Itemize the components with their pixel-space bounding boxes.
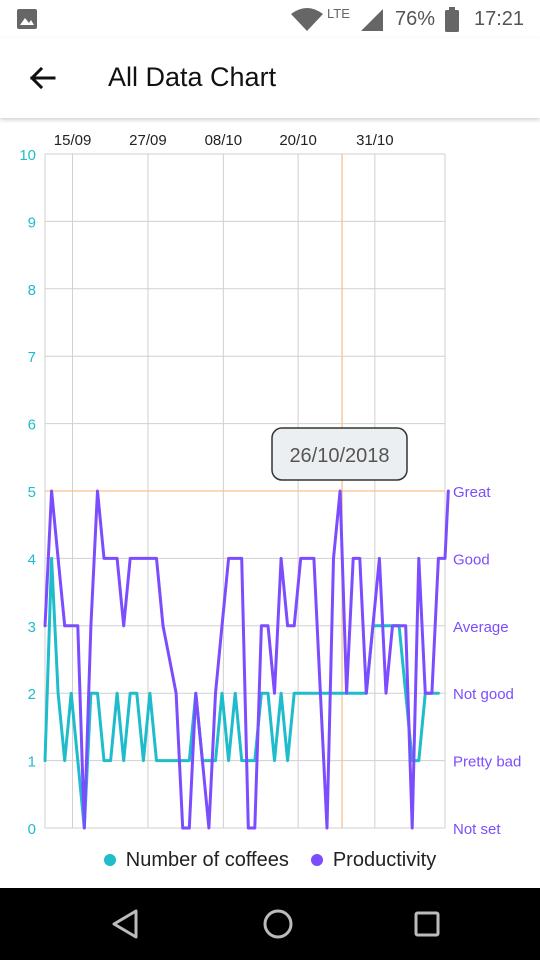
chart-series — [43, 489, 450, 830]
navigation-bar — [0, 888, 540, 960]
series-line-productivity — [43, 489, 450, 830]
right-axis-tick-label: Good — [453, 551, 490, 568]
left-axis-tick-label: 2 — [28, 686, 36, 703]
back-triangle-icon[interactable] — [108, 906, 144, 942]
legend-marker-productivity — [310, 854, 323, 866]
legend-marker-coffees — [103, 854, 116, 866]
wifi-icon — [291, 8, 323, 31]
chart-legend: Number of coffees Productivity — [0, 840, 540, 880]
legend-label-coffees: Number of coffees — [125, 848, 289, 871]
battery-icon — [445, 7, 459, 32]
line-chart[interactable]: 0 1 2 3 4 5 6 7 8 9 10 15/09 27/09 08/10 20/10 31/10 Not… — [0, 120, 540, 850]
recents-square-icon[interactable] — [409, 906, 445, 942]
app-bar: All Data Chart — [0, 38, 540, 118]
battery-percent: 76% — [395, 8, 436, 30]
right-axis-tick-label: Great — [453, 484, 491, 501]
legend-item-productivity: Productivity — [310, 848, 437, 872]
network-type-label: LTE — [327, 6, 350, 21]
left-axis-tick-label: 8 — [28, 282, 36, 299]
signal-icon — [361, 9, 383, 31]
back-button[interactable] — [18, 56, 66, 100]
x-axis-tick-label: 15/09 — [54, 132, 92, 149]
page-title: All Data Chart — [108, 62, 277, 92]
right-axis-tick-label: Not set — [453, 821, 501, 838]
tooltip-date: 26/10/2018 — [289, 445, 389, 467]
left-axis-tick-label: 0 — [28, 821, 36, 838]
chart-area[interactable]: 0 1 2 3 4 5 6 7 8 9 10 15/09 27/09 08/10 20/10 31/10 Not… — [0, 120, 540, 890]
left-axis-tick-label: 9 — [28, 214, 36, 231]
left-axis-tick-label: 5 — [28, 484, 36, 501]
status-clock: 17:21 — [474, 8, 525, 30]
right-axis-tick-label: Pretty bad — [453, 754, 521, 771]
highlight-crosshair — [45, 154, 445, 828]
date-tooltip: 26/10/2018 — [271, 427, 408, 481]
left-axis-tick-label: 10 — [19, 147, 36, 164]
home-circle-icon[interactable] — [260, 906, 296, 942]
tooltip-box — [271, 427, 408, 481]
x-axis-tick-label: 31/10 — [356, 132, 394, 149]
x-axis-tick-label: 27/09 — [129, 132, 167, 149]
status-bar: LTE 76% 17:21 — [0, 0, 540, 38]
x-axis-tick-label: 08/10 — [205, 132, 243, 149]
arrow-left-icon — [29, 66, 56, 90]
right-axis-tick-label: Not good — [453, 686, 514, 703]
axis-labels: 0 1 2 3 4 5 6 7 8 9 10 15/09 27/09 08/10 20/10 31/10 Not… — [19, 132, 521, 838]
left-axis-tick-label: 1 — [28, 754, 36, 771]
x-axis-tick-label: 20/10 — [279, 132, 317, 149]
legend-item-coffees: Number of coffees — [103, 848, 289, 872]
left-axis-tick-label: 6 — [28, 417, 36, 434]
right-axis-tick-label: Average — [453, 619, 509, 636]
legend-label-productivity: Productivity — [332, 848, 437, 871]
left-axis-tick-label: 4 — [28, 551, 36, 568]
left-axis-tick-label: 7 — [28, 349, 36, 366]
gallery-icon — [17, 9, 37, 29]
left-axis-tick-label: 3 — [28, 619, 36, 636]
